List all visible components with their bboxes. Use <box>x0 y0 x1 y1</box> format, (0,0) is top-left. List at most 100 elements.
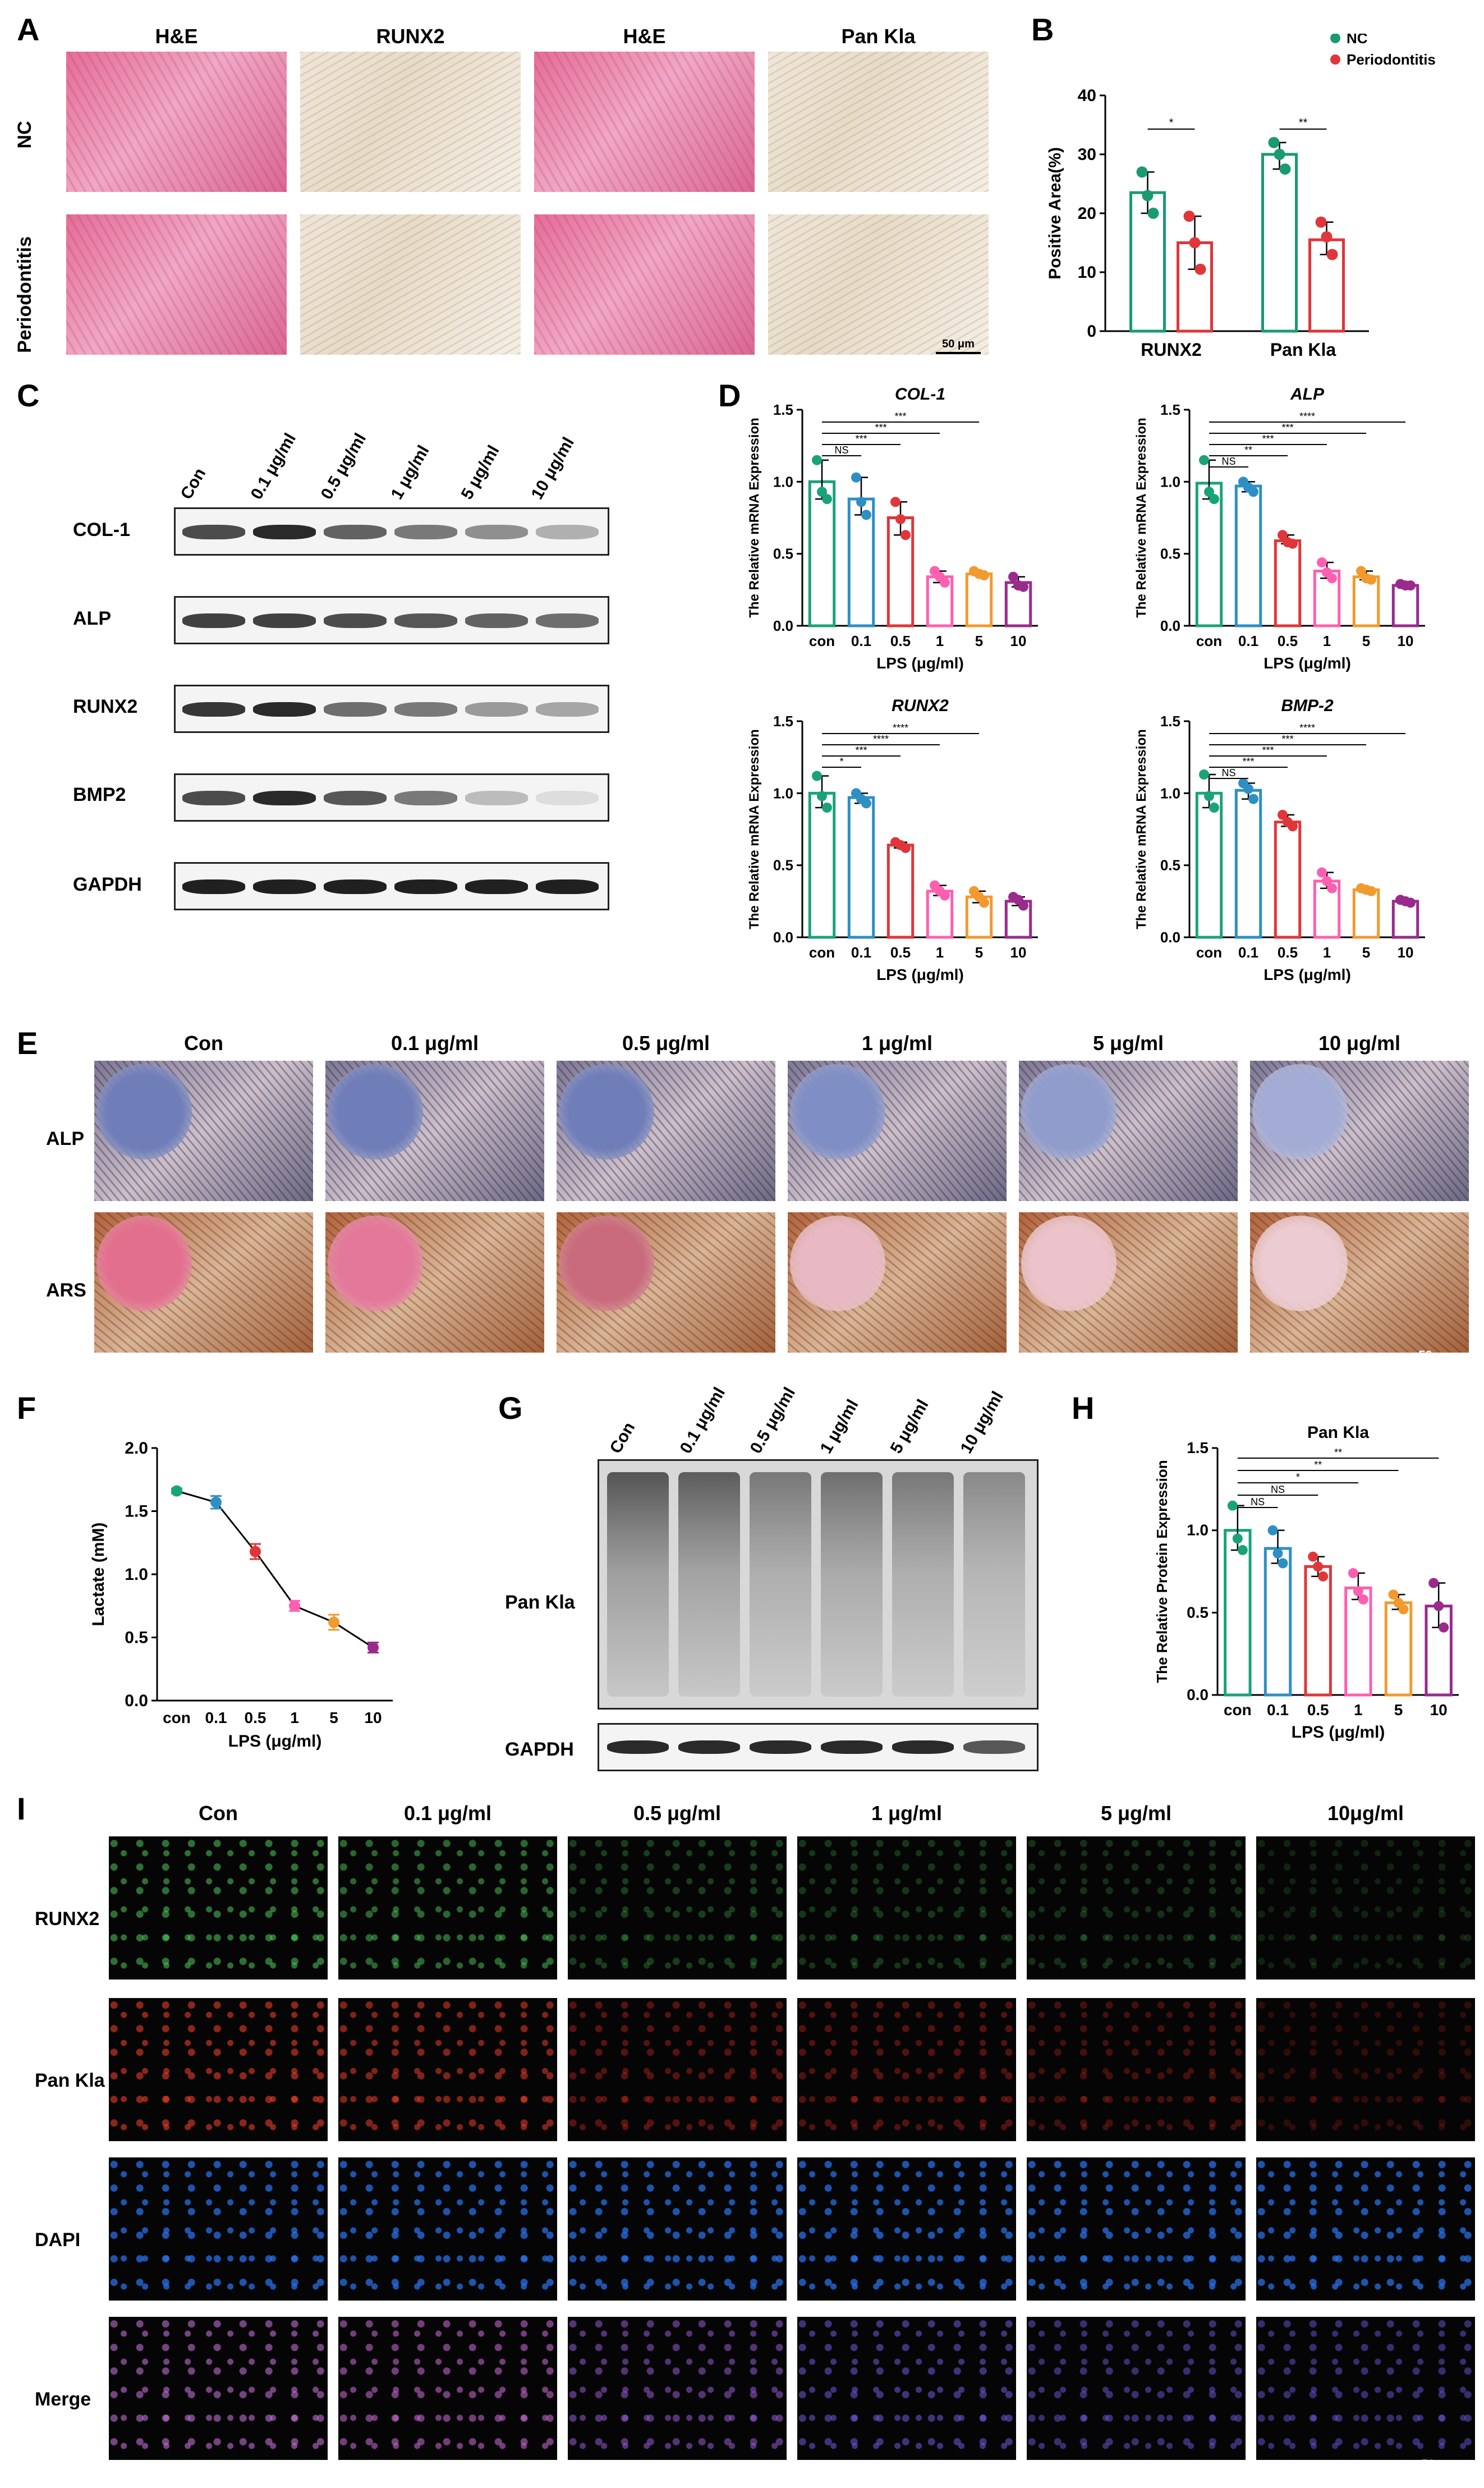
y-tick-label: 0.0 <box>1187 1686 1209 1703</box>
data-point <box>1326 249 1338 260</box>
y-tick-label: 20 <box>1078 204 1096 223</box>
e-col-label: 10 μg/ml <box>1318 1032 1401 1055</box>
i-col-label: 5 μg/ml <box>1100 1802 1172 1825</box>
x-tick-label: 0.5 <box>245 1709 267 1726</box>
data-point <box>1405 580 1416 591</box>
i-col-label: 0.5 μg/ml <box>633 1802 722 1825</box>
x-tick-label: 1 <box>1323 944 1331 961</box>
panel-a-col-pankla: Pan Kla <box>841 25 916 48</box>
panel-a-scale-bar: 50 μm <box>936 338 981 354</box>
fluorescence-image <box>797 1998 1016 2141</box>
data-point <box>1434 1601 1444 1611</box>
blot-band <box>253 702 316 717</box>
i-col-label: 0.1 μg/ml <box>403 1802 492 1825</box>
data-point <box>1237 1545 1248 1555</box>
y-tick-label: 0.5 <box>1160 857 1180 874</box>
fluorescence-image <box>338 1998 557 2141</box>
x-tick-label: 10 <box>1010 633 1027 649</box>
blot-lane-smear <box>750 1472 811 1697</box>
y-tick-label: 30 <box>1078 145 1096 164</box>
legend-marker <box>1330 54 1340 65</box>
y-axis-label: The Relative mRNA Expression <box>1134 729 1149 929</box>
data-point <box>171 1485 182 1497</box>
panel-label-b: B <box>1031 12 1054 47</box>
y-axis-label: The Relative mRNA Expression <box>747 729 762 929</box>
y-tick-label: 0.0 <box>1160 617 1180 634</box>
data-point <box>861 510 871 520</box>
fluorescence-image <box>338 2317 557 2460</box>
fluorescence-image <box>338 2157 557 2301</box>
blot-band <box>182 879 245 894</box>
well-disc <box>97 1216 192 1311</box>
significance-label: *** <box>1281 422 1293 433</box>
data-point <box>1183 210 1195 222</box>
x-tick-label: 0.1 <box>1238 944 1258 961</box>
data-point <box>1267 1525 1278 1536</box>
fluorescence-image <box>797 1836 1016 1980</box>
x-tick-label: 0.5 <box>1307 1701 1329 1719</box>
blot-band <box>394 879 457 894</box>
fluorescence-image <box>568 1998 787 2141</box>
blot-band <box>394 525 457 539</box>
blot-lane-smear <box>892 1472 954 1697</box>
data-point <box>861 798 871 809</box>
legend-label: NC <box>1347 34 1368 47</box>
y-tick-label: 0.0 <box>773 929 793 946</box>
bar <box>808 480 836 627</box>
data-point <box>1322 876 1332 886</box>
well-disc <box>328 1216 423 1311</box>
ihc-image <box>300 214 521 355</box>
y-tick-label: 0 <box>1087 322 1096 341</box>
data-point <box>1189 237 1201 249</box>
fluorescence-image <box>1256 2317 1475 2460</box>
he-image <box>534 52 755 192</box>
bar <box>1264 1547 1292 1697</box>
significance-label: **** <box>1299 411 1315 422</box>
bar <box>1234 789 1262 939</box>
data-point <box>1227 1500 1238 1511</box>
well-disc <box>1021 1216 1117 1311</box>
x-tick-label: 10 <box>1010 944 1027 961</box>
y-tick-label: 1.0 <box>773 473 793 490</box>
fluorescence-image <box>797 2317 1016 2460</box>
significance-label: *** <box>1281 734 1293 745</box>
significance-label: NS <box>1221 456 1235 467</box>
x-tick-label: con <box>1196 633 1222 649</box>
blot-band <box>750 1740 811 1754</box>
significance-label: ** <box>1334 1447 1342 1458</box>
data-point <box>1018 900 1028 911</box>
data-point <box>1209 494 1219 505</box>
data-point <box>1278 1558 1288 1569</box>
significance-label: ** <box>1299 117 1308 129</box>
blot-gapdh <box>174 862 609 910</box>
well-disc <box>328 1064 423 1160</box>
bar <box>1234 484 1262 627</box>
g-lane-label: 0.1 μg/ml <box>676 1384 729 1457</box>
significance-label: ** <box>1314 1459 1322 1470</box>
fluorescence-image <box>1256 1998 1475 2141</box>
y-tick-label: 1.5 <box>125 1502 148 1521</box>
g-protein-pankla: Pan Kla <box>505 1592 575 1613</box>
data-point <box>1008 571 1018 582</box>
data-point <box>1317 557 1327 568</box>
chart-title: Pan Kla <box>1307 1423 1369 1442</box>
data-point <box>1348 1568 1358 1578</box>
x-axis-label: LPS (μg/ml) <box>876 654 964 672</box>
bar <box>1352 888 1380 939</box>
data-point <box>851 472 861 483</box>
blot-band <box>963 1740 1025 1754</box>
well-disc <box>1252 1064 1348 1160</box>
blot-band <box>892 1740 954 1754</box>
series-line <box>176 1490 374 1648</box>
blot-alp <box>174 596 609 644</box>
c-protein-runx2: RUNX2 <box>73 696 138 717</box>
x-tick-label: RUNX2 <box>1141 340 1201 360</box>
c-protein-gapdh: GAPDH <box>73 874 142 895</box>
data-point <box>817 791 827 801</box>
bar <box>1195 482 1223 627</box>
blot-lane-smear <box>821 1472 883 1697</box>
blot-lane-smear <box>963 1472 1025 1697</box>
significance-label: * <box>839 756 843 767</box>
blot-lane-smear <box>607 1472 669 1697</box>
blot-band <box>678 1740 740 1754</box>
